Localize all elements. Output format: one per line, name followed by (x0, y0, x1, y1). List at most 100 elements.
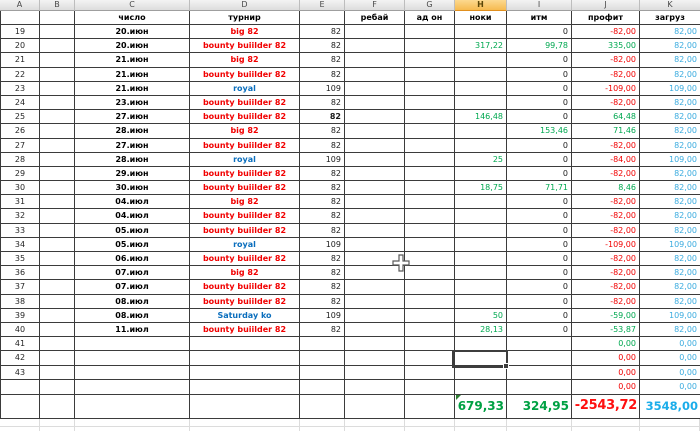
cell-B40[interactable] (40, 322, 75, 338)
cell-H34[interactable] (455, 237, 507, 252)
cell-D41[interactable] (190, 337, 300, 352)
totals-cell-F[interactable] (345, 394, 405, 419)
cell-I31[interactable]: 0 (507, 195, 572, 210)
cell-D39[interactable]: Saturday ko (190, 308, 300, 323)
cell-K37[interactable]: 82,00 (640, 280, 700, 295)
header-cell-J[interactable]: профит (572, 11, 640, 25)
cell-C30[interactable]: 30.июн (75, 181, 190, 196)
cell-A26[interactable]: 26 (0, 124, 40, 139)
cell-D32[interactable]: bounty buiilder 82 (190, 209, 300, 224)
cell-D40[interactable]: bounty buiilder 82 (190, 322, 300, 338)
column-header-K[interactable]: K (640, 0, 700, 11)
cell-C24[interactable]: 23.июн (75, 95, 190, 111)
cell-K36[interactable]: 82,00 (640, 266, 700, 281)
empty-cell-A[interactable] (0, 418, 40, 427)
cell-I32[interactable]: 0 (507, 209, 572, 224)
cell-C21[interactable]: 21.июн (75, 53, 190, 68)
column-header-B[interactable]: B (40, 0, 75, 11)
cell-G20[interactable] (405, 39, 455, 54)
header-cell-I[interactable]: итм (507, 11, 572, 25)
cell-F37[interactable] (345, 280, 405, 295)
cell-G27[interactable] (405, 138, 455, 153)
cell-H20[interactable]: 317,22 (455, 39, 507, 54)
totals-cell-G[interactable] (405, 394, 455, 419)
cell-F31[interactable] (345, 195, 405, 210)
cell-F26[interactable] (345, 124, 405, 139)
empty-cell-J[interactable] (572, 426, 640, 431)
cell-I23[interactable]: 0 (507, 81, 572, 96)
cell-B36[interactable] (40, 266, 75, 281)
cell-B24[interactable] (40, 95, 75, 111)
cell-E31[interactable]: 82 (300, 195, 345, 210)
cell-J22[interactable]: -82,00 (572, 67, 640, 82)
cell-J30[interactable]: 8,46 (572, 181, 640, 196)
cell-K29[interactable]: 82,00 (640, 166, 700, 182)
cell-E21[interactable]: 82 (300, 53, 345, 68)
cell-F33[interactable] (345, 223, 405, 238)
cell-H38[interactable] (455, 294, 507, 309)
cell-G29[interactable] (405, 166, 455, 182)
header-cell-H[interactable]: ноки (455, 11, 507, 25)
cell-F44[interactable] (345, 379, 405, 395)
cell-A40[interactable]: 40 (0, 322, 40, 338)
cell-A36[interactable]: 36 (0, 266, 40, 281)
cell-D19[interactable]: big 82 (190, 25, 300, 40)
column-header-E[interactable]: E (300, 0, 345, 11)
cell-J36[interactable]: -82,00 (572, 266, 640, 281)
totals-cell-B[interactable] (40, 394, 75, 419)
empty-cell-B[interactable] (40, 426, 75, 431)
totals-cell-E[interactable] (300, 394, 345, 419)
cell-B41[interactable] (40, 337, 75, 352)
cell-F32[interactable] (345, 209, 405, 224)
cell-J37[interactable]: -82,00 (572, 280, 640, 295)
empty-cell-E[interactable] (300, 426, 345, 431)
cell-G32[interactable] (405, 209, 455, 224)
cell-J44[interactable]: 0,00 (572, 379, 640, 395)
cell-F23[interactable] (345, 81, 405, 96)
cell-C31[interactable]: 04.июл (75, 195, 190, 210)
cell-J34[interactable]: -109,00 (572, 237, 640, 252)
cell-D24[interactable]: bounty buiilder 82 (190, 95, 300, 111)
cell-B20[interactable] (40, 39, 75, 54)
cell-F42[interactable] (345, 351, 405, 366)
cell-K42[interactable]: 0,00 (640, 351, 700, 366)
cell-B44[interactable] (40, 379, 75, 395)
cell-K32[interactable]: 82,00 (640, 209, 700, 224)
totals-noki[interactable]: 679,33 (455, 394, 507, 419)
cell-A25[interactable]: 25 (0, 110, 40, 125)
cell-B38[interactable] (40, 294, 75, 309)
header-cell-G[interactable]: ад он (405, 11, 455, 25)
cell-I34[interactable]: 0 (507, 237, 572, 252)
empty-cell-D[interactable] (190, 426, 300, 431)
cell-C41[interactable] (75, 337, 190, 352)
cell-D25[interactable]: bounty buiilder 82 (190, 110, 300, 125)
cell-A41[interactable]: 41 (0, 337, 40, 352)
cell-C37[interactable]: 07.июл (75, 280, 190, 295)
cell-A44[interactable] (0, 379, 40, 395)
cell-F21[interactable] (345, 53, 405, 68)
cell-C27[interactable]: 27.июн (75, 138, 190, 153)
cell-G19[interactable] (405, 25, 455, 40)
cell-F36[interactable] (345, 266, 405, 281)
cell-K44[interactable]: 0,00 (640, 379, 700, 395)
cell-D42[interactable] (190, 351, 300, 366)
cell-F35[interactable] (345, 252, 405, 267)
cell-A28[interactable]: 28 (0, 152, 40, 167)
cell-B31[interactable] (40, 195, 75, 210)
cell-G40[interactable] (405, 322, 455, 338)
cell-F39[interactable] (345, 308, 405, 323)
cell-B26[interactable] (40, 124, 75, 139)
cell-E26[interactable]: 82 (300, 124, 345, 139)
cell-F27[interactable] (345, 138, 405, 153)
cell-B33[interactable] (40, 223, 75, 238)
empty-cell-K[interactable] (640, 418, 700, 427)
cell-A37[interactable]: 37 (0, 280, 40, 295)
cell-C43[interactable] (75, 365, 190, 380)
cell-E32[interactable]: 82 (300, 209, 345, 224)
cell-A19[interactable]: 19 (0, 25, 40, 40)
cell-B21[interactable] (40, 53, 75, 68)
cell-G24[interactable] (405, 95, 455, 111)
cell-E22[interactable]: 82 (300, 67, 345, 82)
totals-cell-A[interactable] (0, 394, 40, 419)
cell-H40[interactable]: 28,13 (455, 322, 507, 338)
